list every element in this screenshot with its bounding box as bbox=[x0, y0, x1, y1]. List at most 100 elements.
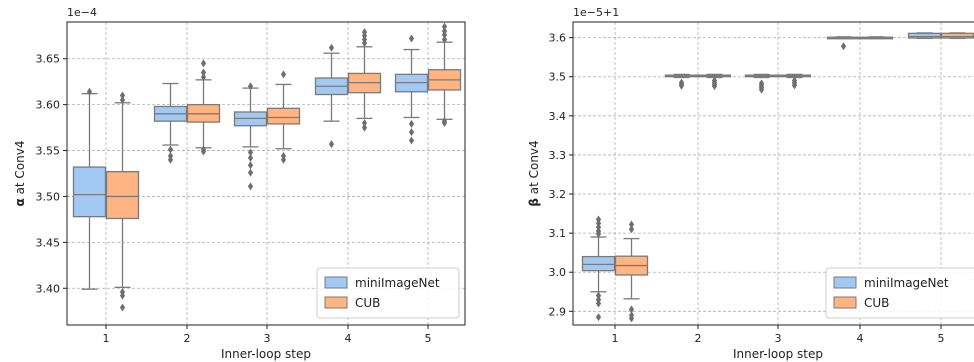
axes-frame bbox=[66, 21, 466, 326]
legend-swatch bbox=[833, 296, 857, 309]
x-tick-label: 2 bbox=[184, 332, 191, 345]
legend-label: CUB bbox=[355, 296, 380, 310]
y-axis-label-symbol: α bbox=[13, 198, 27, 206]
box-miniimagenet-5 bbox=[907, 32, 942, 40]
outlier-point bbox=[408, 136, 415, 145]
outlier-point bbox=[167, 155, 174, 164]
outlier-point bbox=[200, 73, 207, 82]
outlier-point bbox=[247, 182, 254, 191]
y-tick-label: 3.2 bbox=[549, 188, 567, 201]
legend-swatch bbox=[324, 276, 348, 289]
box-cub-3 bbox=[266, 70, 301, 164]
y-tick-label: 3.4 bbox=[549, 110, 567, 123]
outlier-point bbox=[361, 119, 368, 127]
y-tick-label: 3.40 bbox=[36, 282, 61, 295]
box-miniimagenet-4 bbox=[826, 36, 861, 51]
box-miniimagenet-5 bbox=[394, 34, 429, 145]
x-tick-label: 5 bbox=[938, 332, 945, 345]
legend-label: miniImageNet bbox=[864, 276, 949, 290]
x-tick-label: 1 bbox=[612, 332, 619, 345]
legend-frame bbox=[825, 267, 974, 319]
y-tick-label: 3.55 bbox=[36, 145, 61, 158]
y-axis-label: β at Conv4 bbox=[527, 140, 541, 206]
outlier-point bbox=[247, 153, 254, 162]
x-tick-label: 3 bbox=[775, 332, 782, 345]
outlier-point bbox=[628, 225, 635, 234]
outlier-point bbox=[628, 220, 635, 229]
outlier-point bbox=[86, 87, 93, 96]
x-tick-label: 4 bbox=[345, 332, 352, 345]
panel-alpha: 3.40 3.45 3.50 3.55 3.60 3.65 1 2 3 4 5 1e−4 Inner-l… bbox=[13, 6, 466, 361]
outlier-point bbox=[408, 34, 415, 43]
outlier-point bbox=[408, 119, 415, 128]
outlier-point bbox=[328, 43, 335, 52]
outlier-point bbox=[328, 140, 335, 149]
outlier-point bbox=[711, 82, 718, 91]
x-tick-label: 3 bbox=[264, 332, 271, 345]
box-body bbox=[907, 32, 942, 39]
outlier-point bbox=[840, 42, 847, 51]
axis-offset-text: 1e−4 bbox=[67, 6, 97, 19]
x-axis-label: Inner-loop step bbox=[221, 347, 311, 361]
outlier-point bbox=[408, 128, 415, 137]
box-cub-5 bbox=[427, 22, 462, 127]
outlier-point bbox=[441, 35, 448, 44]
y-tick-label: 3.6 bbox=[549, 32, 567, 45]
outlier-point bbox=[119, 291, 126, 300]
outlier-point bbox=[200, 68, 207, 77]
outlier-point bbox=[595, 313, 602, 322]
box-miniimagenet-4 bbox=[314, 43, 349, 149]
outlier-point bbox=[678, 81, 685, 90]
outlier-point bbox=[628, 314, 635, 323]
y-tick-label: 3.0 bbox=[549, 266, 567, 279]
box-body bbox=[940, 32, 974, 39]
box-cub-4 bbox=[347, 28, 382, 132]
box-cub-5 bbox=[940, 32, 974, 40]
outlier-point bbox=[758, 85, 765, 94]
outlier-point bbox=[628, 305, 635, 314]
outlier-point bbox=[441, 30, 448, 39]
box-miniimagenet-2 bbox=[664, 73, 699, 90]
box-miniimagenet-3 bbox=[744, 73, 779, 94]
outlier-point bbox=[595, 299, 602, 308]
outlier-point bbox=[200, 147, 207, 156]
box-cub-1 bbox=[614, 220, 649, 323]
box-miniimagenet-1 bbox=[581, 215, 616, 322]
y-tick-label: 3.60 bbox=[36, 99, 61, 112]
y-axis-label-text: at Conv4 bbox=[527, 140, 541, 198]
legend-frame bbox=[316, 267, 460, 319]
box-body bbox=[266, 107, 301, 125]
outlier-point bbox=[200, 59, 207, 68]
box-miniimagenet-3 bbox=[233, 82, 268, 191]
outlier-point bbox=[119, 303, 126, 312]
box-miniimagenet-2 bbox=[153, 82, 188, 164]
axis-offset-text: 1e−5+1 bbox=[573, 6, 619, 19]
y-tick-label: 3.50 bbox=[36, 190, 61, 203]
x-tick-label: 2 bbox=[695, 332, 702, 345]
outlier-point bbox=[247, 161, 254, 170]
box-body bbox=[581, 255, 616, 272]
box-cub-1 bbox=[105, 91, 140, 312]
outlier-point bbox=[791, 81, 798, 90]
box-cub-3 bbox=[777, 73, 812, 90]
y-axis-label-symbol: β bbox=[527, 198, 541, 207]
x-axis-label: Inner-loop step bbox=[733, 347, 823, 361]
boxes-layer bbox=[581, 32, 974, 323]
box-body bbox=[105, 171, 140, 220]
outlier-point bbox=[247, 148, 254, 157]
outlier-point bbox=[280, 155, 287, 164]
outlier-point bbox=[280, 70, 287, 79]
y-tick-label: 3.65 bbox=[36, 53, 61, 66]
outlier-point bbox=[119, 96, 126, 105]
outlier-point bbox=[595, 229, 602, 238]
box-body bbox=[72, 166, 107, 218]
legend-label: miniImageNet bbox=[355, 276, 440, 290]
y-axis-label-text: at Conv4 bbox=[13, 141, 27, 199]
outlier-point bbox=[361, 123, 368, 132]
x-tick-label: 1 bbox=[103, 332, 110, 345]
outlier-point bbox=[167, 145, 174, 154]
outlier-point bbox=[247, 82, 254, 91]
x-tick-label: 5 bbox=[425, 332, 432, 345]
box-cub-2 bbox=[697, 73, 732, 91]
